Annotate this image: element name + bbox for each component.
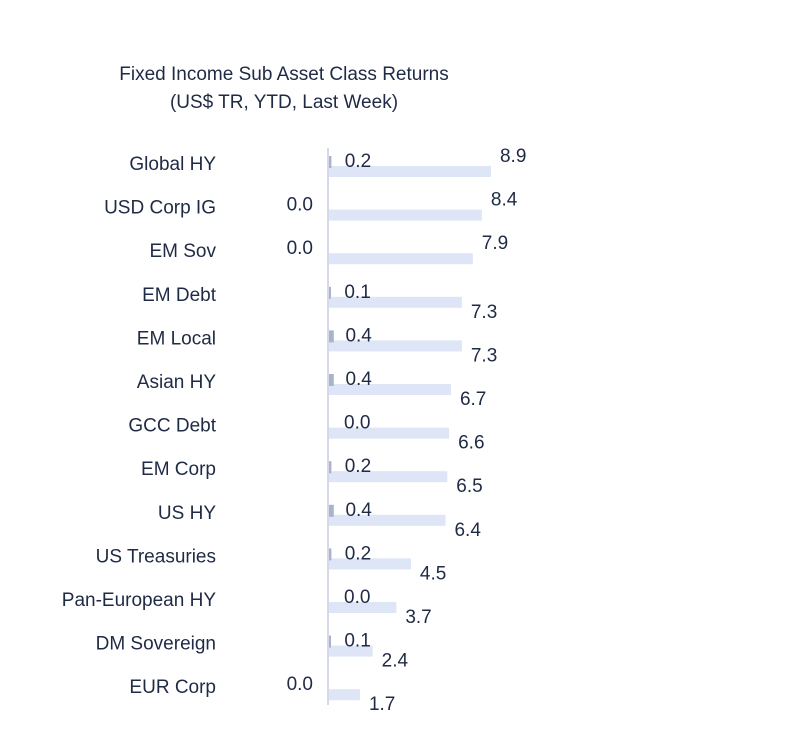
ytd-bar bbox=[329, 471, 448, 483]
ytd-bar bbox=[329, 427, 450, 439]
chart-subtitle: (US$ TR, YTD, Last Week) bbox=[170, 92, 398, 113]
ytd-value-label: 7.3 bbox=[471, 345, 497, 366]
chart-title: Fixed Income Sub Asset Class Returns bbox=[119, 64, 448, 85]
ytd-bar bbox=[329, 689, 360, 701]
week-value-label: 0.2 bbox=[345, 543, 371, 564]
ytd-bar bbox=[329, 514, 446, 526]
ytd-value-label: 3.7 bbox=[405, 607, 431, 628]
ytd-value-label: 7.9 bbox=[482, 233, 508, 254]
category-label: USD Corp IG bbox=[104, 198, 216, 219]
week-bar bbox=[329, 374, 334, 386]
ytd-value-label: 8.9 bbox=[500, 146, 526, 167]
ytd-bar bbox=[329, 253, 473, 265]
ytd-bar bbox=[329, 209, 482, 221]
week-bar bbox=[329, 286, 331, 299]
chart-rows: Global HY 0.2 8.9 USD Corp IG 0.0 8.4 EM Sov 0.… bbox=[62, 146, 527, 715]
ytd-value-label: 6.6 bbox=[458, 433, 484, 454]
ytd-bar bbox=[329, 602, 397, 613]
ytd-value-label: 6.7 bbox=[460, 389, 486, 410]
category-label: Pan-European HY bbox=[62, 590, 217, 611]
week-value-label: 0.0 bbox=[287, 674, 313, 695]
ytd-value-label: 8.4 bbox=[491, 190, 518, 211]
category-label: Global HY bbox=[129, 154, 216, 175]
ytd-bar bbox=[329, 384, 451, 395]
week-value-label: 0.0 bbox=[344, 587, 370, 608]
week-bar bbox=[329, 635, 331, 648]
ytd-value-label: 6.4 bbox=[454, 520, 481, 541]
ytd-value-label: 7.3 bbox=[471, 302, 497, 323]
category-label: US HY bbox=[158, 503, 216, 524]
category-label: EM Local bbox=[137, 328, 216, 349]
week-bar bbox=[329, 504, 334, 517]
category-label: GCC Debt bbox=[128, 416, 216, 437]
ytd-bar bbox=[329, 340, 462, 352]
week-value-label: 0.4 bbox=[345, 369, 372, 390]
category-label: DM Sovereign bbox=[96, 634, 216, 655]
category-label: EM Corp bbox=[141, 459, 216, 480]
ytd-bar bbox=[329, 166, 491, 177]
week-value-label: 0.0 bbox=[287, 195, 313, 216]
category-label: US Treasuries bbox=[96, 546, 216, 567]
week-value-label: 0.0 bbox=[344, 413, 370, 434]
ytd-value-label: 4.5 bbox=[420, 563, 446, 584]
category-label: EUR Corp bbox=[129, 677, 216, 698]
category-label: EM Debt bbox=[142, 285, 217, 306]
week-value-label: 0.2 bbox=[345, 456, 371, 477]
week-value-label: 0.4 bbox=[345, 500, 372, 521]
ytd-value-label: 2.4 bbox=[382, 651, 409, 672]
week-value-label: 0.1 bbox=[344, 631, 370, 652]
week-value-label: 0.2 bbox=[345, 151, 371, 172]
week-value-label: 0.1 bbox=[344, 282, 370, 303]
ytd-bar bbox=[329, 645, 373, 657]
week-bar bbox=[329, 461, 332, 474]
week-bar bbox=[329, 156, 332, 168]
ytd-value-label: 1.7 bbox=[369, 694, 395, 715]
ytd-value-label: 6.5 bbox=[456, 476, 482, 497]
week-value-label: 0.0 bbox=[287, 238, 313, 259]
category-label: Asian HY bbox=[137, 372, 217, 393]
ytd-bar bbox=[329, 558, 411, 570]
week-value-label: 0.4 bbox=[345, 325, 372, 346]
ytd-bar bbox=[329, 296, 462, 308]
week-bar bbox=[329, 330, 334, 343]
week-bar bbox=[329, 548, 332, 561]
category-label: EM Sov bbox=[149, 241, 216, 262]
